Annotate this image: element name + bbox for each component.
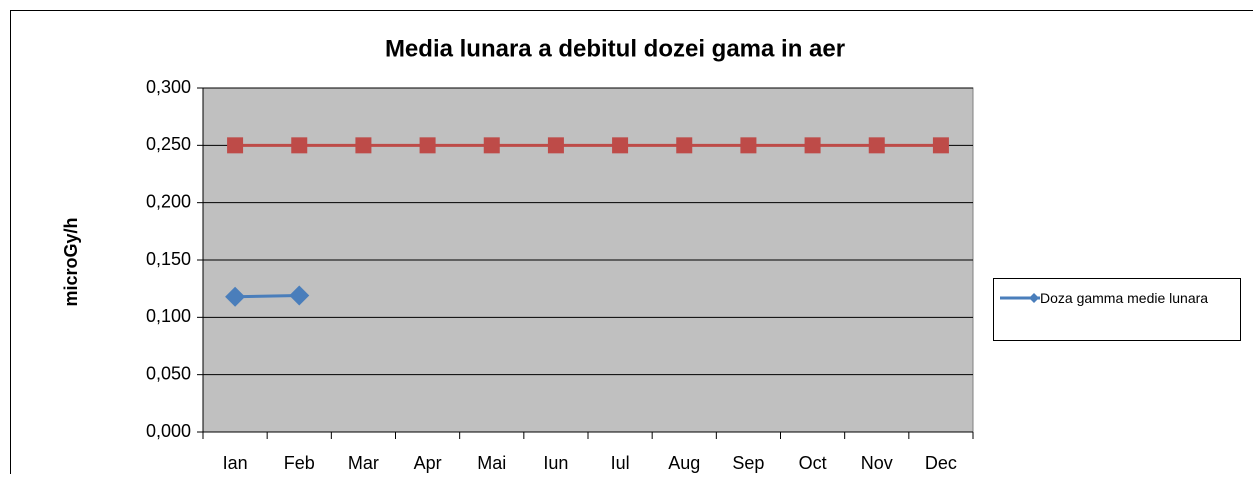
- chart-title: Media lunara a debitul dozei gama in aer: [385, 35, 845, 62]
- x-tick-label: Nov: [861, 453, 893, 473]
- x-tick-label: Iul: [611, 453, 630, 473]
- x-tick-label: Feb: [284, 453, 315, 473]
- marker: [484, 137, 500, 153]
- marker: [612, 137, 628, 153]
- marker: [420, 137, 436, 153]
- marker: [805, 137, 821, 153]
- x-tick-label: Mai: [477, 453, 506, 473]
- y-tick-label: 0,050: [146, 363, 191, 383]
- marker: [933, 137, 949, 153]
- marker: [291, 137, 307, 153]
- y-tick-label: 0,300: [146, 77, 191, 97]
- y-axis-label: microGy/h: [61, 217, 81, 306]
- y-tick-label: 0,100: [146, 306, 191, 326]
- x-tick-label: Ian: [223, 453, 248, 473]
- x-tick-label: Sep: [732, 453, 764, 473]
- marker: [676, 137, 692, 153]
- y-tick-label: 0,250: [146, 134, 191, 154]
- x-tick-label: Oct: [799, 453, 827, 473]
- x-tick-label: Apr: [414, 453, 442, 473]
- marker: [740, 137, 756, 153]
- marker: [355, 137, 371, 153]
- x-tick-label: Aug: [668, 453, 700, 473]
- y-tick-label: 0,200: [146, 191, 191, 211]
- x-tick-label: Mar: [348, 453, 379, 473]
- y-tick-label: 0,000: [146, 421, 191, 441]
- y-tick-label: 0,150: [146, 249, 191, 269]
- legend-box: [994, 279, 1241, 341]
- marker: [227, 137, 243, 153]
- legend-label: Doza gamma medie lunara: [1040, 290, 1235, 307]
- marker: [548, 137, 564, 153]
- x-tick-label: Dec: [925, 453, 957, 473]
- marker: [869, 137, 885, 153]
- x-tick-label: Iun: [543, 453, 568, 473]
